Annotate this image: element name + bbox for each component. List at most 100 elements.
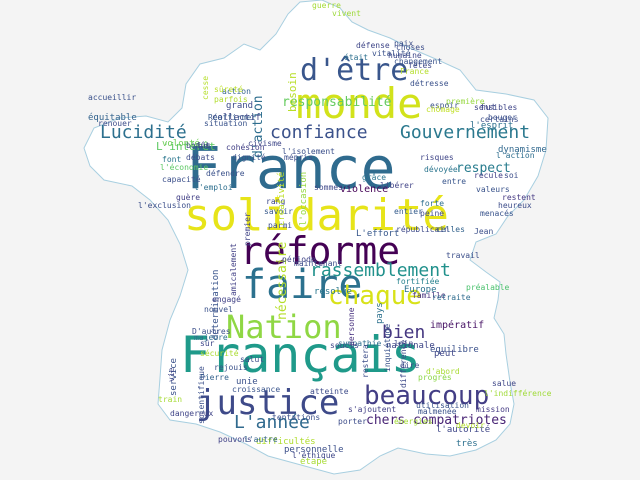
cloud-word: restera [361,344,370,378]
cloud-word: valeurs [476,185,510,194]
cloud-word: pays [375,302,385,324]
cloud-word: dire [400,361,419,370]
cloud-word: l'occasion [299,172,309,226]
cloud-word: train [158,395,182,404]
cloud-word: capacité [162,174,201,184]
cloud-word: sommes [314,183,343,192]
cloud-word: sécurité [200,348,239,358]
cloud-word: travail [446,251,480,260]
cloud-word: France [186,134,396,202]
cloud-word: dangereux [170,409,214,418]
cloud-word: L'année [234,412,310,433]
cloud-word: unie [236,377,258,387]
cloud-word: mission [476,405,510,414]
cloud-word: résolue [314,286,352,297]
cloud-word: entre [442,177,466,186]
cloud-word: l'exclusion [138,201,191,210]
cloud-word: l'économie [160,162,208,172]
cloud-word: celles [436,225,465,234]
cloud-word: menacés [480,208,514,218]
cloud-word: changement [394,57,442,66]
cloud-word: monde [296,79,422,128]
cloud-word: Jean [474,227,493,236]
cloud-word: espoir [430,101,459,110]
cloud-word: responsabilité [282,95,392,110]
cloud-word: impératif [430,319,484,331]
cloud-word: rang [266,197,285,206]
cloud-word: équitable [88,112,137,123]
cloud-word: paix [394,39,413,48]
cloud-word: France [400,67,429,76]
cloud-word: débats [186,152,215,162]
cloud-word: L'intérêt [156,140,216,153]
cloud-word: Europe [404,285,437,295]
cloud-word: vitalité [372,48,411,58]
cloud-word: difference [399,340,408,388]
cloud-word: majeure [194,333,228,342]
cloud-word: rejouis [214,363,248,372]
cloud-word: sympathie [338,339,382,348]
cloud-word: libérer [380,180,414,190]
cloud-word: période [282,254,316,264]
cloud-word: fortifiée [396,276,440,286]
cloud-word: situation [204,119,248,128]
cloud-word: était [344,52,368,62]
cloud-word: violence [340,184,388,195]
cloud-word: créativité [276,172,287,226]
cloud-word: vie [167,367,176,382]
cloud-word: maintenant [294,259,342,268]
cloud-word: préalable [466,282,510,292]
cloud-word: soucis [330,341,359,350]
cloud-word: Lucidité [100,122,187,143]
cloud-word: entier [394,207,423,216]
cloud-word: sûr [200,339,215,348]
cloud-word: solidarité [184,190,449,241]
cloud-word: l'esprit [470,121,513,131]
cloud-word: restent [502,193,536,202]
cloud-word: mépris [284,152,313,162]
cloud-word: grâce [362,173,386,182]
cloud-word: malmenée [418,406,457,416]
cloud-word: respect [456,161,511,176]
cloud-word: bien [382,322,425,343]
cloud-word: l'indifférence [484,388,552,398]
cloud-word: cohésion [226,142,265,152]
cloud-word: l'autre [244,435,278,444]
cloud-word: certains [480,115,519,124]
cloud-word: bouger [488,113,517,122]
cloud-word: confiance [270,122,368,143]
cloud-word: justice [196,383,339,423]
cloud-word: nécessaire [275,242,290,320]
cloud-word: L'effort [356,229,399,239]
cloud-word: amicalement [229,243,238,296]
cloud-word: l'éthique [292,450,336,460]
cloud-word: faire [242,262,362,308]
cloud-word: salue [492,379,516,388]
cloud-word: dignité [232,152,266,162]
cloud-word: accueillir [88,93,136,102]
cloud-word: chers compatriotes [366,413,507,428]
cloud-word: s'ajoutent [348,405,396,414]
cloud-word: d'action [251,95,266,158]
cloud-word: sûreté [214,84,243,94]
cloud-word: d'être [300,53,408,88]
cloud-word: fût [196,141,211,150]
cloud-word: première [446,96,485,106]
cloud-word: nationale [386,341,435,351]
cloud-word: heureux [498,201,532,210]
cloud-word: peine [420,209,444,218]
cloud-word: grand [226,101,253,111]
cloud-word: porter [338,417,367,426]
cloud-word: défendre [206,168,245,178]
cloud-word: réforme [240,229,400,273]
cloud-word: utilisation [416,401,469,410]
cloud-word: dynamisme [498,145,547,155]
cloud-word: Réaffirmer [208,112,256,122]
cloud-word: fêtes [408,60,432,70]
cloud-word: l'autorité [436,424,490,435]
cloud-word: très [456,438,478,449]
cloud-word: détermination [210,270,221,340]
cloud-word: Gouvernement [400,122,530,143]
cloud-word: cesse [201,76,210,100]
cloud-word: l'action [496,151,535,160]
